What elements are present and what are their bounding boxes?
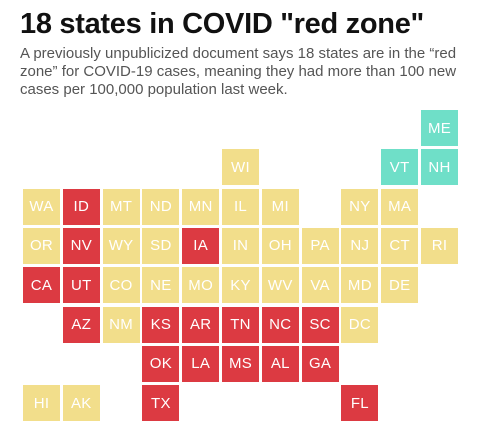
state-tile-al: AL bbox=[261, 345, 299, 382]
state-tile-md: MD bbox=[341, 267, 379, 304]
state-tile-hi: HI bbox=[23, 385, 60, 422]
state-tile-mt: MT bbox=[102, 188, 140, 225]
state-tile-ky: KY bbox=[222, 267, 259, 304]
state-tile-ne: NE bbox=[142, 267, 180, 304]
state-tile-nj: NJ bbox=[341, 227, 379, 264]
state-tile-in: IN bbox=[222, 227, 259, 264]
state-tile-sc: SC bbox=[301, 306, 339, 343]
state-tile-mi: MI bbox=[261, 188, 299, 225]
state-tile-wy: WY bbox=[102, 227, 140, 264]
state-tile-ms: MS bbox=[222, 345, 259, 382]
state-tile-ga: GA bbox=[301, 345, 339, 382]
state-tile-oh: OH bbox=[261, 227, 299, 264]
state-tile-nc: NC bbox=[261, 306, 299, 343]
state-tile-ok: OK bbox=[142, 345, 180, 382]
state-tile-pa: PA bbox=[301, 227, 339, 264]
state-tile-az: AZ bbox=[62, 306, 100, 343]
state-tile-il: IL bbox=[222, 188, 259, 225]
state-tile-ks: KS bbox=[142, 306, 180, 343]
state-tile-de: DE bbox=[381, 267, 419, 304]
state-tile-nm: NM bbox=[102, 306, 140, 343]
page-title: 18 states in COVID "red zone" bbox=[20, 8, 424, 40]
state-tile-co: CO bbox=[102, 267, 140, 304]
state-tile-me: ME bbox=[421, 110, 458, 146]
state-tile-mo: MO bbox=[182, 267, 220, 304]
state-tile-la: LA bbox=[182, 345, 220, 382]
state-tile-mn: MN bbox=[182, 188, 220, 225]
state-tile-fl: FL bbox=[341, 385, 379, 422]
state-tile-id: ID bbox=[62, 188, 100, 225]
state-tile-vt: VT bbox=[381, 149, 419, 186]
state-tile-ar: AR bbox=[182, 306, 220, 343]
state-tile-tn: TN bbox=[222, 306, 259, 343]
state-tile-dc: DC bbox=[341, 306, 379, 343]
state-tile-ma: MA bbox=[381, 188, 419, 225]
state-tile-wi: WI bbox=[222, 149, 259, 186]
state-tile-nh: NH bbox=[421, 149, 458, 186]
state-tile-ct: CT bbox=[381, 227, 419, 264]
page-subtitle: A previously unpublicized document says … bbox=[20, 45, 457, 98]
state-tile-ca: CA bbox=[23, 267, 60, 304]
state-tile-nv: NV bbox=[62, 227, 100, 264]
state-tile-ia: IA bbox=[182, 227, 220, 264]
state-tile-ri: RI bbox=[421, 227, 458, 264]
state-tile-or: OR bbox=[23, 227, 60, 264]
state-tile-wv: WV bbox=[261, 267, 299, 304]
state-tile-ny: NY bbox=[341, 188, 379, 225]
state-tile-sd: SD bbox=[142, 227, 180, 264]
state-tile-tx: TX bbox=[142, 385, 180, 422]
state-tile-nd: ND bbox=[142, 188, 180, 225]
state-tile-ak: AK bbox=[62, 385, 100, 422]
state-tile-ut: UT bbox=[62, 267, 100, 304]
state-tile-va: VA bbox=[301, 267, 339, 304]
state-tile-wa: WA bbox=[23, 188, 60, 225]
